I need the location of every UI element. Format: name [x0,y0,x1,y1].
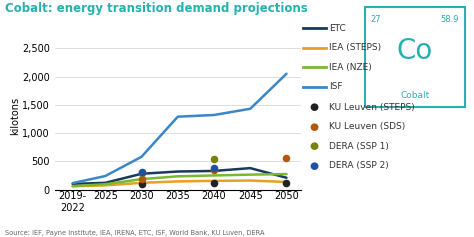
Text: ●: ● [309,161,318,171]
Text: 27: 27 [371,15,381,24]
Point [210,167,218,170]
Point [283,156,290,160]
Text: ETC: ETC [329,24,346,33]
Text: ●: ● [309,141,318,151]
Text: ●: ● [309,122,318,132]
Text: 58.9: 58.9 [440,15,459,24]
Point [210,168,218,171]
Text: DERA (SSP 1): DERA (SSP 1) [329,142,389,151]
Point [138,177,146,181]
Text: IEA (STEPS): IEA (STEPS) [329,43,382,52]
Point [210,182,218,185]
Point [210,157,218,161]
Text: KU Leuven (SDS): KU Leuven (SDS) [329,122,406,131]
Text: IEA (NZE): IEA (NZE) [329,63,372,72]
Point [138,182,146,186]
Text: Cobalt: energy transition demand projections: Cobalt: energy transition demand project… [5,2,308,15]
Text: Co: Co [397,37,433,65]
Text: Source: IEF, Payne Institute, IEA, IRENA, ETC, ISF, World Bank, KU Luven, DERA: Source: IEF, Payne Institute, IEA, IRENA… [5,230,264,236]
Text: ISF: ISF [329,82,343,91]
Text: KU Leuven (STEPS): KU Leuven (STEPS) [329,103,415,112]
Text: Cobalt: Cobalt [400,91,429,100]
Point [138,171,146,175]
Y-axis label: kilotons: kilotons [10,97,20,135]
Point [283,181,290,185]
Text: ●: ● [309,102,318,112]
Point [138,170,146,174]
Text: DERA (SSP 2): DERA (SSP 2) [329,161,389,170]
